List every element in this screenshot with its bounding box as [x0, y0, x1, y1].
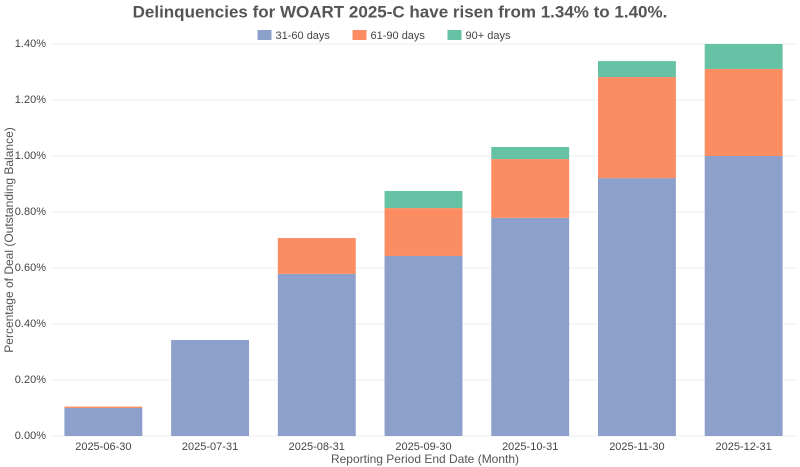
y-tick-label: 0.60% [15, 262, 46, 274]
y-tick-label: 0.40% [15, 318, 46, 330]
bar-segment [277, 273, 356, 436]
bar-segment [384, 255, 463, 436]
bar-segment [704, 68, 783, 156]
x-tick-label: 2025-06-30 [75, 441, 131, 453]
legend-label: 31-60 days [276, 30, 331, 42]
y-tick-label: 0.00% [15, 430, 46, 442]
y-tick-label: 1.20% [15, 94, 46, 106]
y-tick-label: 1.00% [15, 150, 46, 162]
bar-segment [597, 77, 676, 179]
bar-segment [491, 159, 570, 218]
bar-segment [491, 147, 570, 160]
bar-segment [384, 191, 463, 209]
x-axis-title: Reporting Period End Date (Month) [331, 452, 519, 466]
x-tick-label: 2025-11-30 [609, 441, 664, 453]
y-tick-label: 1.40% [15, 38, 46, 50]
legend-label: 90+ days [466, 30, 511, 42]
legend-label: 61-90 days [371, 30, 426, 42]
bar-segment [597, 178, 676, 436]
bar-segment [491, 217, 570, 436]
x-tick-label: 2025-07-31 [182, 441, 238, 453]
x-tick-label: 2025-09-30 [395, 441, 451, 453]
x-tick-label: 2025-08-31 [289, 441, 345, 453]
chart-title: Delinquencies for WOART 2025-C have rise… [133, 2, 668, 21]
legend-swatch [257, 30, 272, 40]
bar-segment [277, 238, 356, 274]
bar-segment [64, 406, 143, 408]
x-tick-label: 2025-10-31 [502, 441, 558, 453]
y-tick-label: 0.80% [15, 206, 46, 218]
legend-swatch [447, 30, 462, 40]
bar-segment [64, 408, 143, 436]
legend-swatch [352, 30, 367, 40]
bar-segment [704, 44, 783, 69]
y-tick-label: 0.20% [15, 374, 46, 386]
bar-segment [597, 61, 676, 78]
y-axis-title: Percentage of Deal (Outstanding Balance) [2, 127, 16, 352]
bar-segment [704, 156, 783, 436]
bar-segment [384, 208, 463, 256]
bar-segment [171, 339, 250, 436]
x-tick-label: 2025-12-31 [716, 441, 772, 453]
